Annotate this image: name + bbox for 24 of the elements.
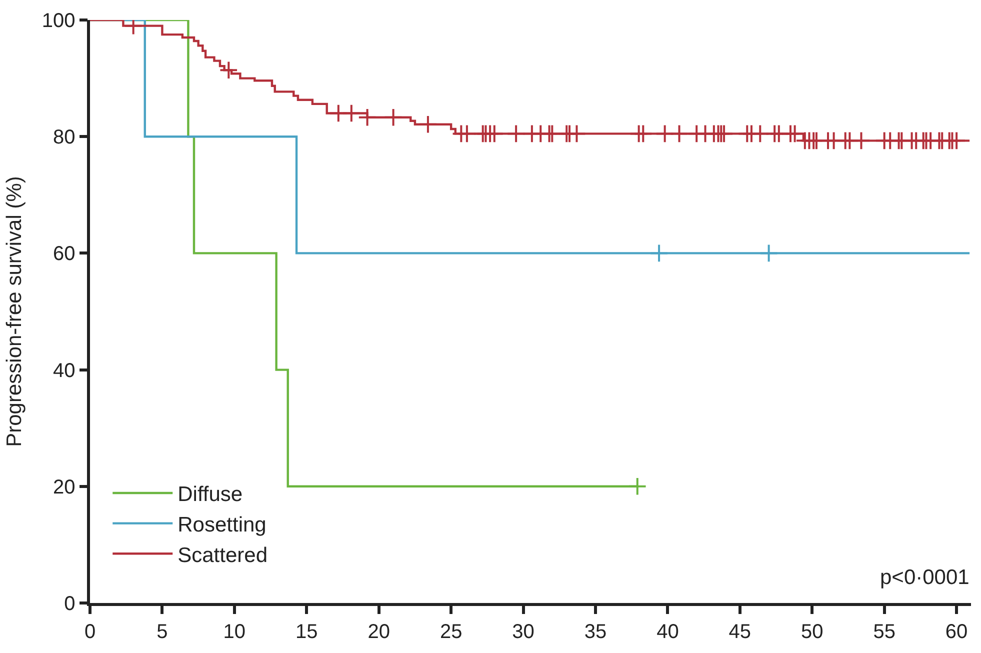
x-tick-label: 25: [440, 620, 462, 643]
y-tick-label: 80: [53, 126, 76, 149]
x-tick-label: 35: [584, 620, 607, 643]
x-tick-label: 55: [873, 620, 896, 643]
x-tick-label: 15: [296, 620, 318, 643]
x-tick-label: 30: [512, 620, 534, 643]
legend-label: Diffuse: [178, 483, 243, 506]
x-tick-label: 0: [84, 620, 96, 643]
x-tick-label: 5: [156, 620, 168, 643]
x-tick-label: 60: [945, 620, 968, 643]
legend-label: Scattered: [178, 544, 268, 567]
x-tick-label: 50: [801, 620, 824, 643]
y-tick-label: 0: [64, 593, 76, 615]
y-tick-label: 60: [53, 243, 76, 266]
x-tick-label: 40: [656, 620, 679, 643]
y-tick-label: 40: [53, 360, 76, 382]
y-axis-title: Progression-free survival (%): [3, 176, 26, 447]
y-tick-label: 20: [53, 476, 76, 498]
legend-label: Rosetting: [178, 513, 266, 536]
x-tick-label: 45: [728, 620, 752, 643]
annotation: p<0·0001: [880, 566, 970, 589]
x-tick-label: 20: [368, 620, 390, 643]
x-tick-label: 10: [223, 620, 246, 643]
y-tick-label: 100: [42, 10, 76, 32]
